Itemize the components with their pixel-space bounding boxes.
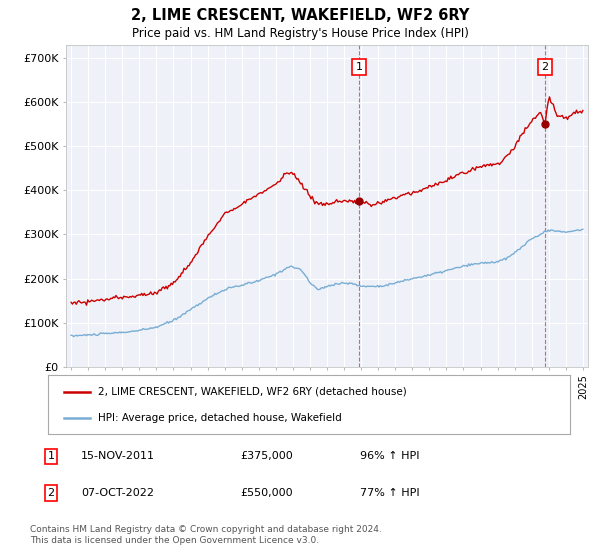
Text: 1: 1	[356, 62, 362, 72]
Text: 2, LIME CRESCENT, WAKEFIELD, WF2 6RY (detached house): 2, LIME CRESCENT, WAKEFIELD, WF2 6RY (de…	[98, 386, 406, 396]
Text: 1: 1	[47, 451, 55, 461]
Text: 07-OCT-2022: 07-OCT-2022	[81, 488, 154, 498]
Text: £550,000: £550,000	[240, 488, 293, 498]
Text: 96% ↑ HPI: 96% ↑ HPI	[360, 451, 419, 461]
Text: 2, LIME CRESCENT, WAKEFIELD, WF2 6RY: 2, LIME CRESCENT, WAKEFIELD, WF2 6RY	[131, 8, 469, 24]
Text: £375,000: £375,000	[240, 451, 293, 461]
Text: Contains HM Land Registry data © Crown copyright and database right 2024.
This d: Contains HM Land Registry data © Crown c…	[30, 525, 382, 545]
Text: HPI: Average price, detached house, Wakefield: HPI: Average price, detached house, Wake…	[98, 413, 341, 423]
Text: 15-NOV-2011: 15-NOV-2011	[81, 451, 155, 461]
Text: 77% ↑ HPI: 77% ↑ HPI	[360, 488, 419, 498]
Text: 2: 2	[541, 62, 548, 72]
Text: Price paid vs. HM Land Registry's House Price Index (HPI): Price paid vs. HM Land Registry's House …	[131, 27, 469, 40]
Text: 2: 2	[47, 488, 55, 498]
